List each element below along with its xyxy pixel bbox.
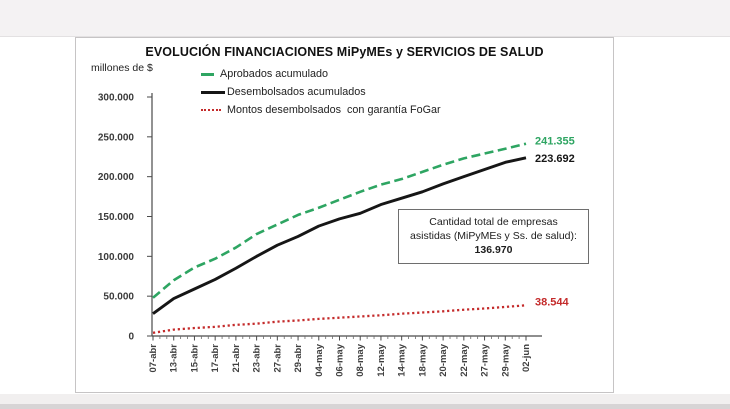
y-tick-label: 250.000 (98, 132, 135, 143)
y-tick-label: 50.000 (103, 292, 134, 303)
x-tick-label: 23-abr (252, 344, 263, 373)
top-margin-strip (0, 0, 730, 37)
annotation-line1: Cantidad total de empresas (429, 216, 558, 228)
series-end-value-label: 38.544 (535, 296, 570, 308)
chart-panel: 0 50.000 100.000 150.000 200.000 250.000 300.0… (75, 37, 614, 393)
series-end-value-label: 223.692 (535, 153, 575, 165)
series-line-dotted (152, 304, 527, 334)
x-tick-label: 04-may (314, 343, 325, 376)
x-tick-label: 27-abr (272, 344, 283, 373)
y-tick-label: 200.000 (98, 172, 135, 183)
x-tick-label: 08-may (355, 343, 366, 376)
y-tick-label: 0 (128, 332, 134, 343)
x-tick-label: 15-abr (189, 344, 200, 373)
x-tick-label: 22-may (459, 343, 470, 376)
legend-label-desembolsados: Desembolsados acumulados (227, 86, 366, 98)
chart-title: EVOLUCIÓN FINANCIACIONES MiPyMEs y SERVI… (145, 45, 544, 59)
legend-label-aprobados: Aprobados acumulado (220, 68, 329, 80)
y-axis-unit-label: millones de $ (91, 62, 153, 74)
x-tick-label: 17-abr (210, 344, 221, 373)
annotation-box: Cantidad total de empresas asistidas (Mi… (398, 209, 589, 264)
series-line-solid (152, 156, 527, 315)
legend-label-fogar: Montos desembolsados con garantía FoGar (227, 104, 441, 116)
y-tick-label: 100.000 (98, 252, 135, 263)
x-tick-label: 07-abr (148, 344, 159, 373)
plot-svg: 0 50.000 100.000 150.000 200.000 250.000 300.0… (98, 93, 575, 377)
x-tick-label: 18-may (417, 343, 428, 376)
green-dashed-line-swatch-icon (201, 72, 214, 76)
y-tick-label: 300.000 (98, 93, 135, 104)
x-tick-label: 14-may (397, 343, 408, 376)
x-tick-label: 21-abr (231, 344, 242, 373)
legend-item-aprobados: Aprobados acumulado (201, 65, 441, 83)
annotation-value: 136.970 (474, 244, 513, 256)
x-tick-label: 27-may (480, 343, 491, 376)
y-tick-label: 150.000 (98, 212, 135, 223)
red-dotted-line-swatch-icon (201, 109, 221, 111)
legend-item-fogar: Montos desembolsados con garantía FoGar (201, 101, 441, 119)
series-end-value-label: 241.355 (535, 136, 575, 148)
x-tick-label: 20-may (438, 343, 449, 376)
x-tick-label: 29-abr (293, 344, 304, 373)
x-tick-label: 29-may (500, 343, 511, 376)
x-tick-label: 12-may (376, 343, 387, 376)
x-tick-label: 06-may (335, 343, 346, 376)
x-tick-label: 13-abr (169, 344, 180, 373)
series-line-dashed (152, 142, 527, 299)
legend-item-desembolsados: Desembolsados acumulados (201, 83, 441, 101)
bottom-margin-strip (0, 394, 730, 409)
annotation-line2: asistidas (MiPyMEs y Ss. de salud): (410, 230, 577, 242)
x-tick-label: 02-jun (521, 344, 532, 372)
chart-legend: Aprobados acumulado Desembolsados acumul… (201, 65, 441, 119)
black-solid-line-swatch-icon (201, 90, 225, 94)
